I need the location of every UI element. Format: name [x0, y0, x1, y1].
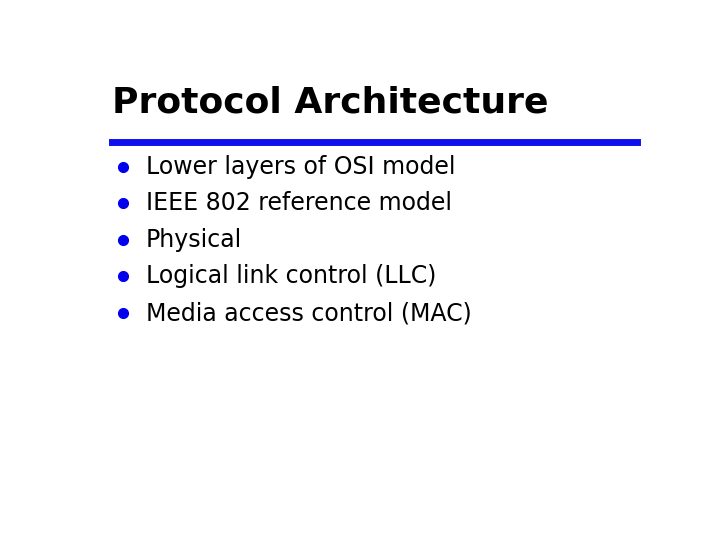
Text: IEEE 802 reference model: IEEE 802 reference model [145, 191, 452, 215]
Text: Media access control (MAC): Media access control (MAC) [145, 301, 472, 325]
Text: Physical: Physical [145, 228, 242, 252]
Text: Protocol Architecture: Protocol Architecture [112, 85, 549, 119]
Text: Lower layers of OSI model: Lower layers of OSI model [145, 154, 455, 179]
Text: Logical link control (LLC): Logical link control (LLC) [145, 265, 436, 288]
